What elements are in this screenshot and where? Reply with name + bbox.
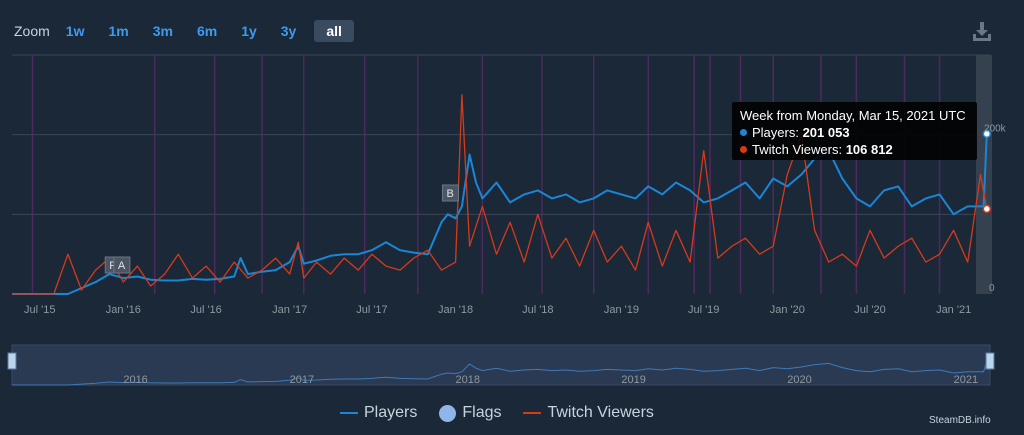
navigator-label: 2020: [787, 374, 811, 386]
tooltip-players-value: 201 053: [802, 125, 850, 140]
players-line-icon: [340, 412, 358, 414]
x-axis-tick-label: Jul '18: [522, 304, 553, 316]
data-tooltip: Week from Monday, Mar 15, 2021 UTC Playe…: [732, 102, 977, 160]
zoom-3m-button[interactable]: 3m: [152, 23, 173, 39]
flags-circle-icon: [439, 404, 457, 422]
navigator-label: 2019: [621, 374, 645, 386]
x-axis-tick-label: Jan '17: [272, 304, 307, 316]
zoom-1w-button[interactable]: 1w: [65, 23, 85, 39]
x-axis-tick-label: Jan '16: [106, 304, 141, 316]
y-axis-label: 200k: [984, 124, 1007, 135]
players-dot-icon: [740, 129, 747, 136]
zoom-bar: Zoom 1w 1m 3m 6m 1y 3y all: [14, 19, 378, 43]
flag-label: B: [446, 188, 453, 200]
players-hover-point: [982, 129, 992, 139]
tooltip-twitch-value: 106 812: [845, 142, 893, 157]
legend-twitch-label: Twitch Viewers: [547, 404, 654, 421]
tooltip-players-row: Players: 201 053: [740, 124, 969, 141]
zoom-all-button[interactable]: all: [314, 20, 354, 42]
zoom-1y-button[interactable]: 1y: [241, 23, 257, 39]
x-axis-tick-label: Jul '15: [24, 304, 55, 316]
legend-players-label: Players: [364, 404, 418, 421]
legend-flags-label: Flags: [462, 404, 502, 421]
navigator-right-handle[interactable]: [985, 352, 995, 370]
y-axis-label: 0: [989, 283, 995, 294]
x-axis-tick-label: Jul '19: [688, 304, 719, 316]
zoom-1m-button[interactable]: 1m: [108, 23, 129, 39]
chart-legend: Players Flags Twitch Viewers: [340, 404, 676, 422]
navigator-label: 2021: [954, 374, 978, 386]
legend-item-players[interactable]: Players: [340, 404, 417, 422]
x-axis-tick-label: Jan '19: [604, 304, 639, 316]
tooltip-players-label: Players:: [752, 125, 803, 140]
twitch-line-icon: [523, 412, 542, 414]
legend-item-flags[interactable]: Flags: [439, 404, 501, 422]
tooltip-twitch-row: Twitch Viewers: 106 812: [740, 141, 969, 158]
twitch-dot-icon: [740, 146, 747, 153]
twitch-series-line: [12, 94, 988, 295]
navigator-left-handle[interactable]: [7, 352, 17, 370]
tooltip-twitch-label: Twitch Viewers:: [752, 142, 846, 157]
twitch-hover-point: [982, 204, 992, 214]
zoom-3y-button[interactable]: 3y: [280, 23, 297, 39]
tooltip-header: Week from Monday, Mar 15, 2021 UTC: [740, 108, 966, 123]
navigator-window: [11, 344, 991, 386]
flag-marker: [113, 256, 131, 274]
navigator-label: 2016: [123, 374, 147, 386]
hover-highlight-band: [976, 55, 992, 294]
zoom-6m-button[interactable]: 6m: [196, 23, 218, 39]
flag-marker: [441, 184, 459, 202]
download-icon[interactable]: [970, 20, 994, 44]
x-axis-tick-label: Jan '20: [770, 304, 805, 316]
x-axis-tick-label: Jul '16: [190, 304, 221, 316]
x-axis-tick-label: Jan '18: [438, 304, 473, 316]
legend-item-twitch[interactable]: Twitch Viewers: [523, 404, 654, 422]
flag-label: A: [118, 260, 126, 272]
x-axis-tick-label: Jul '20: [854, 304, 885, 316]
x-axis-tick-label: Jul '17: [356, 304, 387, 316]
x-axis-tick-label: Jan '21: [936, 304, 971, 316]
navigator-label: 2017: [290, 374, 314, 386]
credit-text: SteamDB.info: [929, 415, 991, 426]
navigator-series-line: [12, 360, 988, 386]
zoom-label: Zoom: [14, 23, 50, 39]
navigator-label: 2018: [456, 374, 480, 386]
